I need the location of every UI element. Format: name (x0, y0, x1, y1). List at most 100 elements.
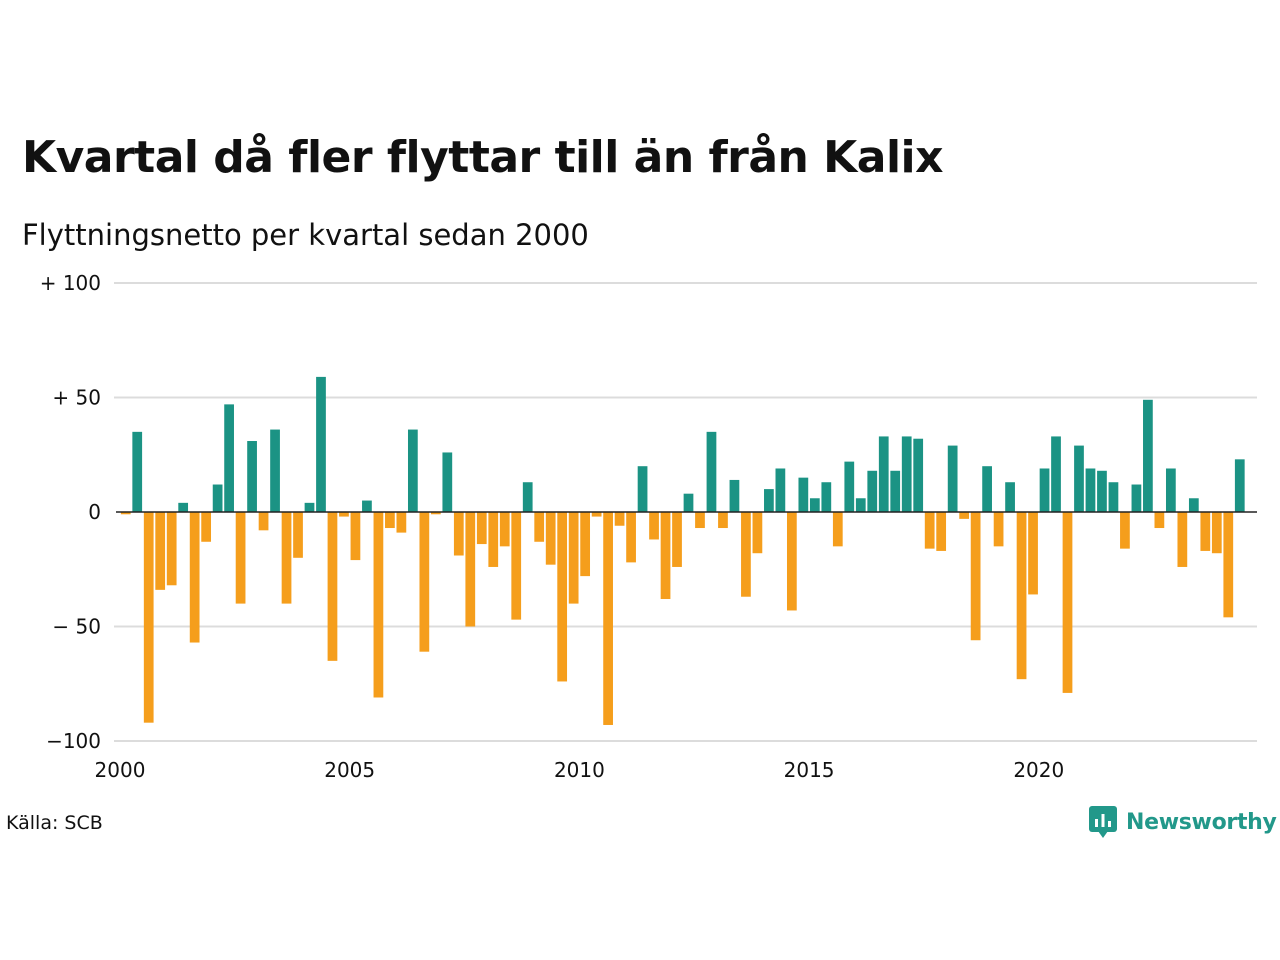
bar (534, 512, 545, 542)
bar (212, 484, 223, 512)
bar (258, 512, 269, 531)
bar (407, 429, 418, 512)
bar (706, 431, 717, 512)
bar (385, 512, 395, 529)
x-tick-label: 2010 (554, 758, 605, 782)
bar (683, 493, 694, 512)
bar (1200, 512, 1211, 551)
bar (522, 482, 533, 512)
bar (1108, 482, 1119, 512)
source-note: Källa: SCB (6, 812, 103, 834)
bar (465, 512, 476, 627)
bar (890, 470, 901, 512)
bar (913, 438, 924, 512)
y-tick-label: −100 (46, 729, 101, 753)
bar (1062, 512, 1073, 693)
bar (993, 512, 1004, 547)
bar (499, 512, 510, 547)
bar (511, 512, 522, 620)
bar (350, 512, 361, 561)
bar (1074, 445, 1084, 512)
chart-title: Kvartal då fler flyttar till än från Kal… (22, 132, 944, 183)
bar (844, 461, 855, 512)
bar (878, 436, 889, 512)
brand-logo: Newsworthy (1088, 804, 1277, 840)
bar (729, 479, 740, 512)
bar (545, 512, 556, 565)
bar (362, 500, 372, 512)
bar (442, 452, 453, 512)
bar (764, 489, 774, 512)
bar (155, 512, 166, 590)
bar (959, 512, 970, 519)
bar (580, 512, 591, 577)
bar (1097, 470, 1107, 512)
bar (1211, 512, 1222, 554)
bar (1223, 512, 1234, 618)
bar (304, 502, 315, 512)
bar (1143, 399, 1153, 512)
bar (752, 512, 763, 554)
bar (924, 512, 935, 549)
bar (741, 512, 751, 597)
bar (1234, 459, 1245, 512)
bar (982, 466, 992, 512)
bar (453, 512, 464, 556)
bar (901, 436, 912, 512)
bar (1085, 468, 1096, 512)
bar (1005, 482, 1015, 512)
bar (339, 512, 349, 517)
brand-name: Newsworthy (1126, 809, 1277, 835)
bar (1165, 468, 1176, 512)
bar (201, 512, 212, 542)
bar (568, 512, 579, 604)
bar (614, 512, 625, 526)
y-tick-label: + 50 (52, 386, 101, 410)
y-tick-label: + 100 (40, 271, 101, 295)
bar (867, 470, 878, 512)
bar (809, 498, 820, 512)
bar (1131, 484, 1142, 512)
bar (832, 512, 843, 547)
x-tick-label: 2005 (324, 758, 375, 782)
bar (1051, 436, 1061, 512)
bar (947, 445, 958, 512)
y-tick-label: 0 (88, 500, 101, 524)
bar (1177, 512, 1188, 567)
y-tick-label: − 50 (52, 615, 101, 639)
bar (270, 429, 280, 512)
bar (1154, 512, 1165, 529)
bar (120, 512, 131, 515)
bar (672, 512, 682, 567)
bar (476, 512, 487, 545)
bar (855, 498, 866, 512)
chart-subtitle: Flyttningsnetto per kvartal sedan 2000 (22, 218, 589, 252)
bar (178, 502, 189, 512)
bars (120, 376, 1245, 725)
bar (718, 512, 728, 529)
bar (775, 468, 786, 512)
bar (247, 441, 257, 512)
bar (626, 512, 636, 563)
bar (281, 512, 292, 604)
bar (1039, 468, 1050, 512)
bar (1120, 512, 1130, 549)
bar (396, 512, 407, 533)
bar (821, 482, 832, 512)
bar (235, 512, 246, 604)
bar (143, 512, 154, 723)
bar (327, 512, 338, 661)
bar (166, 512, 177, 586)
newsworthy-logo-icon (1089, 806, 1117, 838)
bar (603, 512, 613, 725)
x-tick-label: 2020 (1013, 758, 1064, 782)
bar (591, 512, 602, 517)
bar (695, 512, 705, 529)
bar (557, 512, 568, 682)
bar (430, 512, 441, 515)
x-tick-label: 2000 (95, 758, 146, 782)
bar (970, 512, 981, 641)
bar (786, 512, 797, 611)
axes: + 100 + 50 0 − 50 −100 2000 2005 2010 2015 2020 (40, 271, 1257, 782)
